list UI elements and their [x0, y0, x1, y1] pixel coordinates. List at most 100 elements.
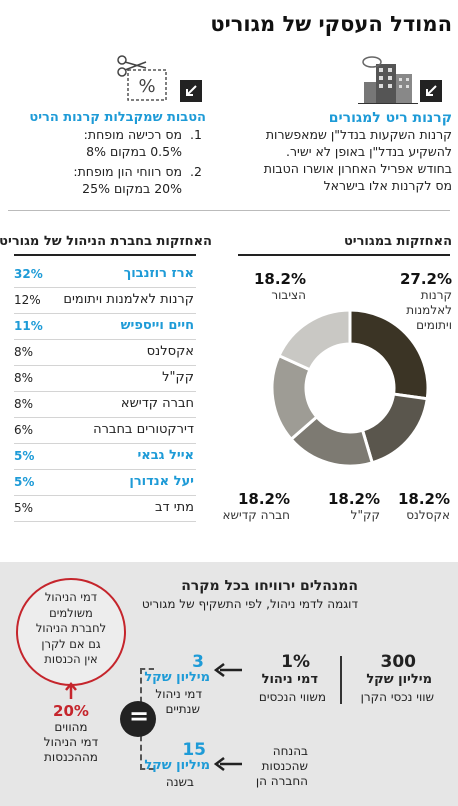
step1-desc: שווי נכסי הקרן — [360, 690, 434, 704]
step2-value: 1% — [281, 652, 310, 672]
separator-1 — [340, 656, 342, 704]
row-name: חברה קדישא — [120, 396, 194, 411]
note-circle-text: דמי הניהול משולמים לחברת הניהול גם אם לק… — [16, 590, 126, 668]
left-item-1-line2: 0.5% במקום 8% — [86, 144, 182, 159]
slice-value: 18.2% — [327, 490, 380, 508]
scissors-coupon-icon: % — [116, 52, 178, 104]
left-item-1-line1: מס רכישה מופחת: — [83, 127, 182, 142]
slice-name: חברה קדישא — [222, 508, 290, 522]
assumption-line2: שהכנסות — [261, 759, 308, 773]
left-item-2-line1: מס רווחי הון מופחת: — [73, 164, 182, 179]
step2-desc: משווי הנכסים — [258, 690, 326, 704]
slice-value: 18.2% — [397, 490, 450, 508]
svg-text:%: % — [138, 76, 155, 97]
right-top-line-4: מס לקרנות אלו בישראל — [323, 178, 452, 193]
fee-block: 20% מהווים דמי הניהול מההכנסות — [16, 702, 126, 765]
row-pct: 11% — [14, 319, 43, 333]
row-pct: 5% — [14, 501, 34, 515]
donut-chart — [270, 308, 430, 468]
result-bottom-unit: מיליון שקל — [144, 758, 210, 773]
row-pct: 12% — [14, 293, 41, 307]
table-row: אקסלנס 8% — [14, 340, 196, 366]
chart-title: האחזקות במגוריט — [343, 234, 452, 249]
page-title: המודל העסקי של מגוריט — [210, 12, 452, 36]
row-name: ארז רוזנבוך — [123, 266, 194, 281]
chart-rule — [238, 254, 450, 256]
slice-name: אקסלנס — [406, 508, 450, 522]
left-item-1-num: 1. — [190, 127, 202, 142]
section-divider — [8, 210, 450, 211]
table-row: חברה קדישא 8% — [14, 392, 196, 418]
equals-circle — [120, 701, 156, 737]
arrow-box-icon-2 — [180, 80, 202, 102]
row-pct: 5% — [14, 475, 35, 489]
right-top-heading: קרנות ריט למגורים — [328, 110, 452, 126]
row-pct: 8% — [14, 345, 34, 359]
row-name: יעל אנדורן — [129, 474, 194, 489]
fee-value: 20% — [53, 702, 89, 720]
pie-slice — [277, 308, 352, 372]
arrow-up-icon — [64, 682, 78, 704]
fee-line1: מהווים — [54, 720, 88, 734]
assumption-line3: החברה הן — [255, 774, 308, 788]
table-row: יעל אנדורן 5% — [14, 470, 196, 496]
equals-sign: = — [129, 702, 150, 730]
result-top-value: 3 — [192, 652, 204, 672]
result-top-desc2: שנתיים — [165, 702, 200, 716]
left-top-heading: הטבות שמקבלות קרנות הריט — [29, 110, 206, 125]
note-line-5: אין הכנסות — [44, 652, 98, 666]
fee-line2: דמי הניהול — [43, 735, 99, 749]
slice-label: 27.2% קרנות לאלמנות ויתומים — [394, 270, 452, 333]
row-name: מתי דב — [154, 500, 194, 515]
pie-slice — [360, 392, 429, 465]
table-row: ארז רוזנבוך 32% — [14, 262, 196, 288]
slice-value: 18.2% — [237, 490, 290, 508]
row-pct: 8% — [14, 397, 34, 411]
arrow-left-icon — [213, 662, 244, 682]
row-name: קרנות לאלמנות ויתומים — [63, 292, 194, 307]
left-item-2-line2: 20% במקום 25% — [82, 181, 182, 196]
buildings-icon — [358, 52, 418, 105]
note-line-1: דמי הניהול — [44, 590, 98, 604]
row-name: אקסלנס — [146, 344, 194, 359]
slice-label: 18.2% אקסלנס — [398, 490, 450, 523]
row-pct: 6% — [14, 423, 34, 437]
assumption-line1: בהנחה — [272, 744, 308, 758]
pie-slice — [348, 308, 430, 401]
right-top-line-3: בחודש אפריל האחרון אושרו הטבות — [263, 161, 452, 176]
row-name: דירקטורים בחברה — [93, 422, 194, 437]
result-bottom-value: 15 — [182, 740, 206, 760]
result-top-unit: מיליון שקל — [144, 670, 210, 685]
result-bottom-desc: בשנה — [165, 775, 194, 789]
right-top-line-2: להשקיע בנדל"ן באופן לא ישיר. — [286, 144, 452, 159]
bottom-subheading: דוגמה לדמי ניהול, לפי התשקיף של מגוריט — [141, 597, 358, 611]
note-line-3: לחברת הניהול — [35, 621, 107, 635]
row-pct: 8% — [14, 371, 34, 385]
note-line-4: גם אם לקרן — [41, 636, 101, 651]
slice-name: הציבור — [271, 288, 306, 302]
row-name: חיים וייספיש — [120, 318, 194, 333]
slice-label: 18.2% קק"ל — [328, 490, 380, 523]
left-item-2-num: 2. — [190, 164, 202, 179]
table-row: קרנות לאלמנות ויתומים 12% — [14, 288, 196, 314]
row-pct: 32% — [14, 267, 43, 281]
step1-value: 300 — [380, 652, 417, 672]
row-name: קק"ל — [162, 370, 194, 385]
note-circle — [16, 578, 126, 686]
row-pct: 5% — [14, 449, 35, 463]
slice-label: 18.2% הציבור — [254, 270, 306, 303]
table-row: אייל גבאי 5% — [14, 444, 196, 470]
table-row: חיים וייספיש 11% — [14, 314, 196, 340]
bottom-heading: המנהלים ירוויחו בכל מקרה — [181, 578, 358, 594]
table-row: קק"ל 8% — [14, 366, 196, 392]
row-name: אייל גבאי — [137, 448, 194, 463]
holdings-table-rule — [14, 254, 196, 256]
result-top-desc1: דמי ניהול — [155, 687, 202, 701]
table-row: מתי דב 5% — [14, 496, 196, 522]
arrow-left-icon-2 — [213, 756, 244, 776]
slice-name: קרנות לאלמנות ויתומים — [406, 288, 452, 332]
arrow-box-icon — [420, 80, 442, 102]
slice-label: 18.2% חברה קדישא — [223, 490, 290, 523]
table-row: דירקטורים בחברה 6% — [14, 418, 196, 444]
slice-value: 27.2% — [399, 270, 452, 288]
